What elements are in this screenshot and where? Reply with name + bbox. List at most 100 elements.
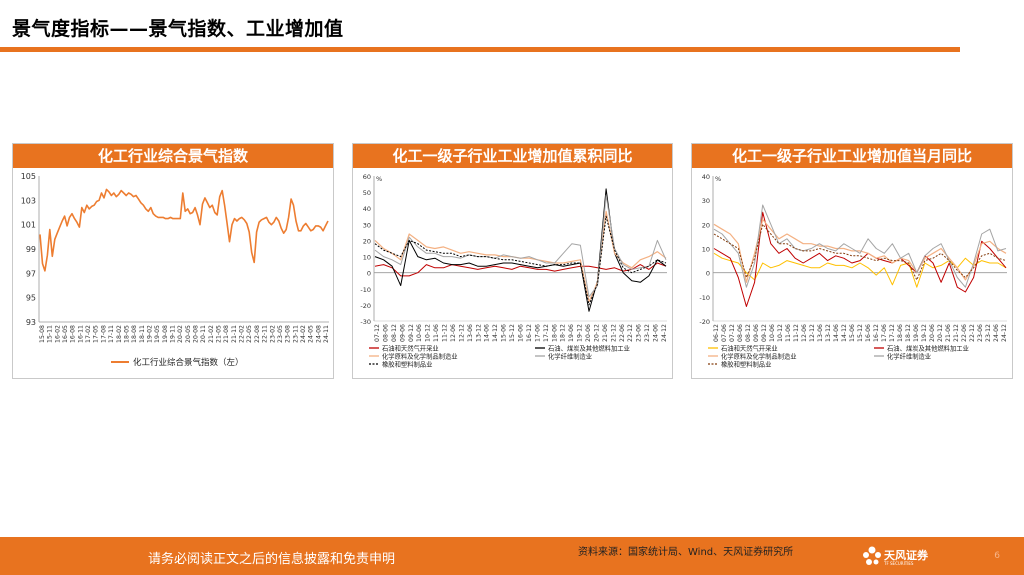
- footer-source: 资料来源：国家统计局、Wind、天风证券研究所: [578, 547, 794, 558]
- x-tick-label: 14-06: [833, 324, 840, 342]
- x-tick-label: 21-05: [216, 325, 223, 343]
- series-line-4: [713, 204, 1007, 288]
- x-tick-label: 23-06: [636, 324, 643, 342]
- y-tick-label: 10: [702, 246, 710, 254]
- legend-label-2: 石油、煤炭及其他燃料加工业: [548, 344, 630, 353]
- series-line-2: [374, 188, 667, 312]
- x-tick-label: 23-11: [292, 325, 299, 343]
- x-tick-label: 19-12: [577, 324, 584, 342]
- x-tick-label: 20-12: [937, 324, 944, 342]
- chart3-svg: 40 30 20 10 0 -10 -20% 06-12 07-06 07-12 08-06 08-1…: [699, 173, 1008, 369]
- legend-label-1: 石油和天然气开采业: [721, 344, 778, 353]
- x-tick-label: 21-11: [231, 325, 238, 343]
- x-tick-label: 16-11: [77, 325, 84, 343]
- x-tick-label: 08-06: [737, 324, 744, 342]
- x-tick-label: 17-06: [534, 324, 541, 342]
- x-tick-label: 15-06: [501, 324, 508, 342]
- x-tick-label: 21-06: [945, 324, 952, 342]
- x-tick-label: 17-06: [881, 324, 888, 342]
- legend-label-2: 石油、煤炭及其他燃料加工业: [887, 344, 969, 353]
- x-tick-label: 19-06: [913, 324, 920, 342]
- x-tick-label: 21-08: [223, 325, 230, 343]
- x-tick-label: 18-08: [131, 325, 138, 343]
- y-tick-label: 40: [363, 205, 371, 213]
- x-tick-label: 16-05: [62, 325, 69, 343]
- x-tick-label: 18-11: [139, 325, 146, 343]
- series-line-4: [374, 194, 667, 298]
- x-tick-label: 22-08: [254, 325, 261, 343]
- x-tick-label: 12-12: [809, 324, 816, 342]
- legend-label-4: 化学纤维制造业: [548, 352, 592, 361]
- x-tick-label: 23-05: [277, 325, 284, 343]
- footer-disclaimer: 请务必阅读正文之后的信息披露和免责申明: [148, 552, 396, 567]
- y-tick-label: 99: [26, 245, 36, 254]
- y-tick-label: -10: [699, 294, 710, 302]
- x-tick-label: 16-06: [518, 324, 525, 342]
- series-line-5: [713, 223, 1007, 281]
- x-tick-label: 21-12: [610, 324, 617, 342]
- x-tick-label: 22-05: [246, 325, 253, 343]
- x-tick-label: 18-02: [116, 325, 123, 343]
- x-tick-label: 24-02: [300, 325, 307, 343]
- x-tick-label: 23-08: [285, 325, 292, 343]
- y-tick-label: 40: [702, 173, 710, 181]
- x-tick-label: 09-12: [408, 324, 415, 342]
- series-line-2: [713, 211, 1007, 307]
- series-line-1: [374, 262, 667, 277]
- x-tick-label: 19-05: [154, 325, 161, 343]
- x-tick-label: 24-12: [661, 324, 668, 342]
- x-tick-label: 21-02: [208, 325, 215, 343]
- x-tick-label: 15-12: [509, 324, 516, 342]
- x-tick-label: 09-12: [761, 324, 768, 342]
- x-tick-label: 15-06: [849, 324, 856, 342]
- x-tick-label: 24-06: [993, 324, 1000, 342]
- x-tick-label: 23-12: [985, 324, 992, 342]
- x-tick-label: 22-06: [619, 324, 626, 342]
- x-tick-label: 24-11: [323, 325, 330, 343]
- x-tick-label: 18-06: [551, 324, 558, 342]
- legend-label: 化工行业综合景气指数（左）: [133, 357, 244, 368]
- x-tick-label: 17-11: [108, 325, 115, 343]
- x-tick-label: 19-12: [921, 324, 928, 342]
- x-tick-label: 23-02: [269, 325, 276, 343]
- x-tick-label: 17-02: [85, 325, 92, 343]
- x-tick-label: 20-02: [177, 325, 184, 343]
- x-tick-label: 07-06: [721, 324, 728, 342]
- x-tick-label: 16-12: [873, 324, 880, 342]
- x-tick-label: 12-06: [450, 324, 457, 342]
- y-tick-label: 30: [363, 221, 371, 229]
- y-tick-label: 20: [363, 237, 371, 245]
- y-tick-label: 60: [363, 173, 371, 181]
- y-tick-label: -10: [360, 286, 371, 294]
- y-tick-label: 103: [21, 196, 36, 205]
- footer-bar: 请务必阅读正文之后的信息披露和免责申明 资料来源：国家统计局、Wind、天风证券…: [0, 537, 1024, 575]
- y-unit-label: %: [715, 175, 721, 183]
- x-tick-label: 19-06: [568, 324, 575, 342]
- y-unit-label: %: [376, 175, 382, 183]
- x-tick-label: 23-06: [977, 324, 984, 342]
- x-tick-label: 09-06: [753, 324, 760, 342]
- x-tick-label: 15-08: [39, 325, 46, 343]
- y-tick-label: 50: [363, 189, 371, 197]
- x-tick-label: 16-02: [54, 325, 61, 343]
- legend-label-5: 橡胶和塑料制品业: [721, 360, 771, 369]
- x-tick-label: 09-06: [399, 324, 406, 342]
- page-number: 6: [994, 551, 1000, 561]
- y-tick-label: -20: [699, 318, 710, 326]
- x-tick-label: 20-08: [193, 325, 200, 343]
- x-tick-label: 14-12: [492, 324, 499, 342]
- x-tick-label: 22-11: [262, 325, 269, 343]
- legend-label-1: 石油和天然气开采业: [382, 344, 439, 353]
- x-tick-label: 22-02: [239, 325, 246, 343]
- x-tick-label: 18-06: [897, 324, 904, 342]
- x-tick-label: 10-06: [769, 324, 776, 342]
- logo-text: 天风证券: [884, 549, 928, 562]
- title-rule: [0, 47, 960, 52]
- x-tick-label: 20-06: [929, 324, 936, 342]
- x-tick-label: 17-05: [93, 325, 100, 343]
- x-tick-label: 20-05: [185, 325, 192, 343]
- x-tick-label: 18-05: [123, 325, 130, 343]
- x-tick-label: 19-11: [169, 325, 176, 343]
- panel-cumulative-yoy: 化工一级子行业工业增加值累积同比 60 50 40 30 20 10 0 -10 -20 -30%…: [352, 143, 673, 379]
- y-tick-label: 0: [367, 270, 371, 278]
